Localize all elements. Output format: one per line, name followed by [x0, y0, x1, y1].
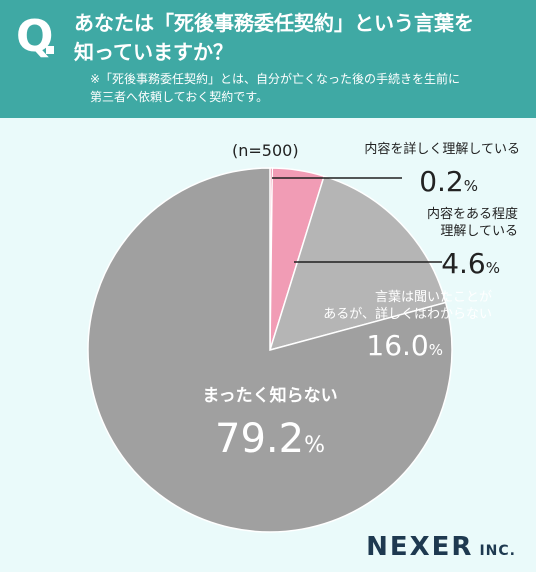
pie-slice-2 [268, 175, 447, 352]
slice-label-3-line-0: まったく知らない [202, 385, 337, 406]
question-header: Q あなたは「死後事務委任契約」という言葉を 知っていますか？ ※「死後事務委任… [0, 0, 536, 118]
slice-value-1-unit: % [486, 259, 500, 277]
sample-size: (n=500) [232, 141, 299, 160]
slice-value-0: 0.2% [419, 165, 478, 198]
note-line-2: 第三者へ依頼しておく契約です。 [90, 90, 269, 104]
slice-label-2-line-1: あるが、詳しくはわからない [323, 306, 492, 322]
question-line-2: 知っていますか？ [74, 40, 233, 64]
slice-value-2-unit: % [429, 341, 443, 359]
slice-label-1-line-0: 内容をある程度 [427, 206, 518, 222]
logo-sub-text: INC. [479, 543, 516, 559]
question-mark-dot [46, 46, 54, 54]
slice-label-0-line-0: 内容を詳しく理解している [364, 141, 520, 157]
slice-value-1: 4.6% [441, 247, 500, 280]
slice-value-3-unit: % [304, 433, 325, 458]
slice-label-1-line-1: 理解している [440, 224, 518, 239]
pie-slice-3 [87, 167, 453, 533]
question-line-1: あなたは「死後事務委任契約」という言葉を [74, 11, 474, 35]
note-line-1: ※「死後事務委任契約」とは、自分が亡くなった後の手続きを生前に [90, 72, 461, 86]
slice-label-2-line-0: 言葉は聞いたことが [375, 290, 492, 305]
company-logo: NEXER INC. [366, 532, 516, 562]
slice-value-0-unit: % [464, 177, 478, 195]
logo-main-text: NEXER [366, 532, 474, 562]
